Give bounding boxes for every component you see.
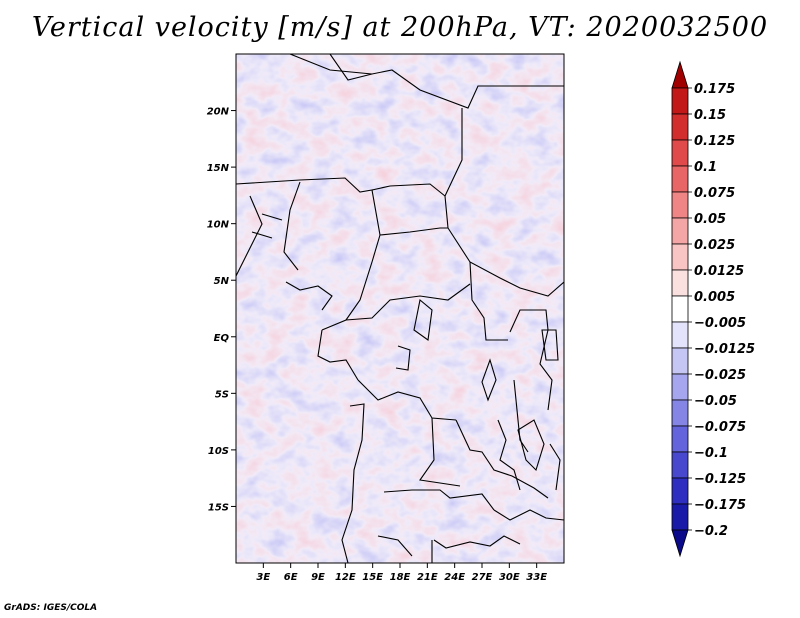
colorbar-segment xyxy=(671,295,689,323)
colorbar-segment xyxy=(671,60,689,89)
y-tick-label: 10S xyxy=(208,446,229,457)
y-tick-label: 15S xyxy=(208,502,229,513)
colorbar-segment xyxy=(671,477,689,505)
x-tick-label: 6E xyxy=(284,572,298,583)
colorbar-segment xyxy=(671,529,689,558)
y-tick-label: 15N xyxy=(207,163,230,174)
colorbar-label: −0.025 xyxy=(694,368,746,383)
grads-credit: GrADS: IGES/COLA xyxy=(4,603,98,613)
colorbar-segment xyxy=(671,87,689,115)
y-tick-label: 10N xyxy=(207,220,230,231)
map-area xyxy=(235,53,565,564)
colorbar-segment xyxy=(671,321,689,349)
colorbar-segment xyxy=(671,243,689,271)
colorbar-segment xyxy=(671,373,689,401)
country-borders xyxy=(236,54,564,563)
colorbar-segment xyxy=(671,139,689,167)
x-tick-label: 27E xyxy=(472,572,493,583)
x-tick-label: 18E xyxy=(390,572,411,583)
y-tick-label: EQ xyxy=(214,333,230,344)
colorbar-label: 0.1 xyxy=(694,160,717,175)
colorbar-label: −0.1 xyxy=(694,446,728,461)
colorbar-label: −0.125 xyxy=(694,472,746,487)
colorbar-segment xyxy=(671,113,689,141)
colorbar-label: 0.0125 xyxy=(694,264,744,279)
colorbar-segment xyxy=(671,217,689,245)
colorbar-label: 0.005 xyxy=(694,290,735,305)
colorbar-label: −0.0125 xyxy=(694,342,755,357)
colorbar-segment xyxy=(671,165,689,193)
colorbar-label: −0.05 xyxy=(694,394,737,409)
x-axis: 3E 6E 9E 12E 15E 18E 21E 24E 27E 30E 33E xyxy=(256,563,547,583)
colorbar-label: −0.005 xyxy=(694,316,746,331)
colorbar-label: 0.15 xyxy=(694,108,726,123)
x-tick-label: 30E xyxy=(499,572,520,583)
colorbar-segment xyxy=(671,425,689,453)
colorbar-label: 0.175 xyxy=(694,82,735,97)
x-tick-label: 24E xyxy=(444,572,465,583)
y-tick-label: 5N xyxy=(214,276,230,287)
colorbar-label: −0.2 xyxy=(694,524,728,539)
x-tick-label: 21E xyxy=(417,572,438,583)
colorbar-segment xyxy=(671,503,689,531)
colorbar-segment xyxy=(671,451,689,479)
x-tick-label: 33E xyxy=(526,572,547,583)
colorbar-segment xyxy=(671,347,689,375)
colorbar-label: −0.075 xyxy=(694,420,746,435)
x-tick-label: 3E xyxy=(256,572,270,583)
x-tick-label: 12E xyxy=(335,572,356,583)
colorbar-label: −0.175 xyxy=(694,498,746,513)
x-tick-label: 9E xyxy=(311,572,325,583)
colorbar: 0.175 0.15 0.125 0.1 0.075 0.05 0.025 0.0125 0.0… xyxy=(671,60,755,558)
y-tick-label: 5S xyxy=(215,389,229,400)
colorbar-label: 0.125 xyxy=(694,134,735,149)
y-axis: 20N 15N 10N 5N EQ 5S 10S 15S xyxy=(207,107,236,513)
colorbar-segment xyxy=(671,269,689,297)
colorbar-label: 0.025 xyxy=(694,238,735,253)
y-tick-label: 20N xyxy=(207,107,230,118)
colorbar-label: 0.075 xyxy=(694,186,735,201)
x-tick-label: 15E xyxy=(362,572,383,583)
chart-title: Vertical velocity [m/s] at 200hPa, VT: 2… xyxy=(31,12,769,43)
colorbar-segment xyxy=(671,191,689,219)
colorbar-label: 0.05 xyxy=(694,212,726,227)
colorbar-segment xyxy=(671,399,689,427)
